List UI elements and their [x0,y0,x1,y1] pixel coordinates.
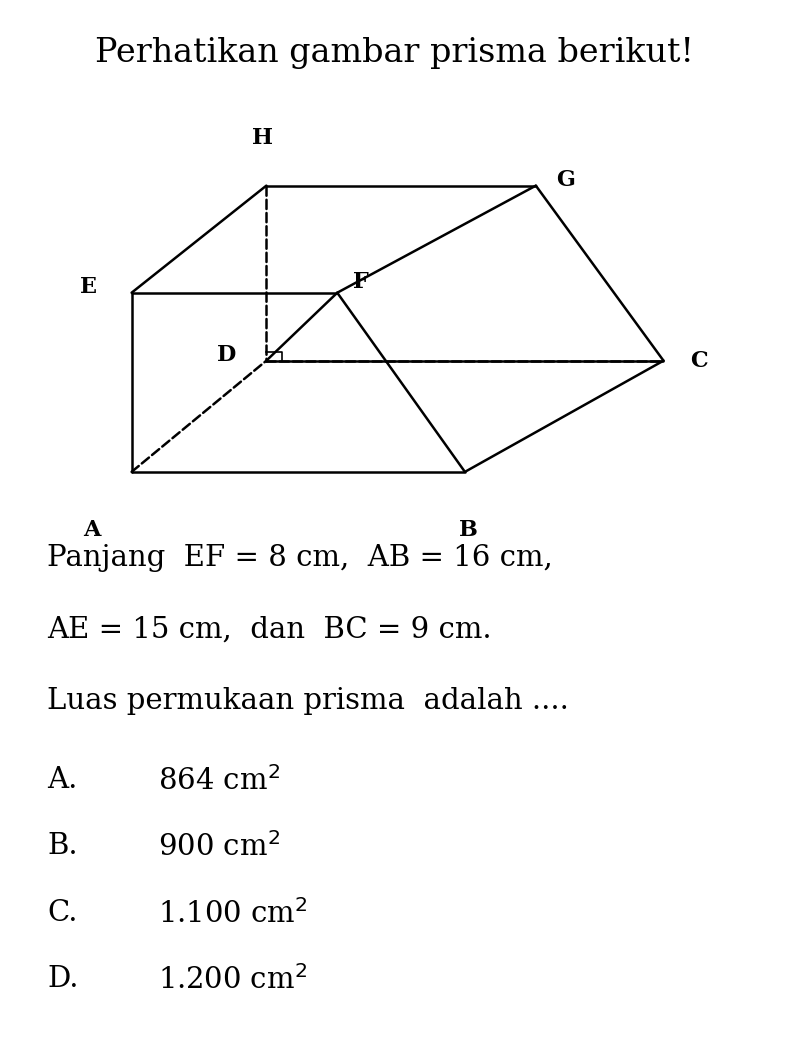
Text: Panjang  EF = 8 cm,  AB = 16 cm,: Panjang EF = 8 cm, AB = 16 cm, [47,544,553,572]
Text: 1.100 cm$^{2}$: 1.100 cm$^{2}$ [158,899,307,928]
Text: 900 cm$^{2}$: 900 cm$^{2}$ [158,832,280,862]
Text: F: F [353,271,369,294]
Text: 864 cm$^{2}$: 864 cm$^{2}$ [158,766,280,795]
Text: B: B [459,518,478,541]
Text: C: C [690,350,708,372]
Text: E: E [80,277,97,299]
Text: D: D [217,344,236,366]
Text: Luas permukaan prisma  adalah ....: Luas permukaan prisma adalah .... [47,687,569,716]
Text: 1.200 cm$^{2}$: 1.200 cm$^{2}$ [158,965,307,995]
Text: C.: C. [47,899,78,927]
Text: D.: D. [47,965,79,994]
Text: G: G [556,169,575,191]
Text: Perhatikan gambar prisma berikut!: Perhatikan gambar prisma berikut! [95,37,693,69]
Text: A: A [84,518,101,541]
Text: A.: A. [47,766,78,794]
Text: AE = 15 cm,  dan  BC = 9 cm.: AE = 15 cm, dan BC = 9 cm. [47,616,492,644]
Text: H: H [252,127,273,149]
Text: B.: B. [47,832,78,861]
